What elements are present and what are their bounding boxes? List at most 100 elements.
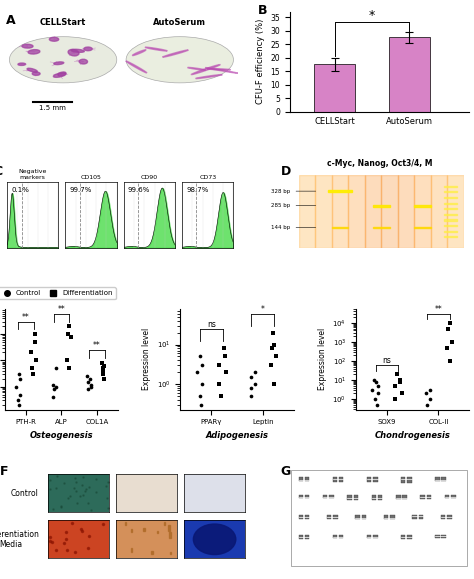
Text: 1.5 mm: 1.5 mm [39,105,66,111]
Point [14,395,22,405]
Bar [356,515,360,519]
Ellipse shape [126,61,147,73]
Bar [354,495,358,500]
Circle shape [126,36,234,83]
Point [50,384,57,394]
Point [268,344,276,353]
Point [86,374,93,383]
Bar [378,495,383,500]
Point [197,400,205,409]
Bar [373,536,378,538]
Point [271,380,278,389]
Point [87,380,94,389]
Point [28,364,36,373]
Point [31,338,39,347]
Ellipse shape [79,59,88,64]
Text: **: ** [57,305,65,314]
Point [99,369,106,379]
Text: **: ** [22,313,30,321]
Legend: Control, Differentiation: Control, Differentiation [0,288,116,299]
X-axis label: Osteogenesis: Osteogenesis [29,431,93,440]
Point [251,368,259,377]
Text: **: ** [93,342,100,350]
Point [391,394,399,404]
Bar [333,536,337,538]
Text: **: ** [435,305,442,314]
Bar [407,536,412,538]
Bar [339,477,344,482]
Point [218,391,225,401]
Point [12,382,19,391]
Bar [367,477,371,482]
Text: ns: ns [207,320,216,329]
Bar [314,64,355,112]
Bar [389,38,430,112]
Point [370,375,378,384]
Point [193,368,201,377]
Point [247,383,255,393]
Point [222,368,230,377]
Bar [362,515,366,519]
Point [197,352,204,361]
Point [27,348,35,357]
Bar [299,536,303,538]
Point [65,364,73,373]
Bar [390,515,395,519]
Bar [305,495,310,499]
Text: B: B [257,3,267,17]
Point [247,373,255,382]
Bar [333,515,338,519]
Circle shape [9,36,117,83]
Bar [445,495,449,499]
Point [398,389,406,398]
Point [66,321,73,331]
Bar [441,536,446,538]
Bar [339,536,344,538]
Ellipse shape [196,75,222,79]
Point [426,394,434,404]
Bar [299,515,303,519]
Point [67,332,74,341]
Bar [412,515,417,519]
Bar [447,515,452,519]
Point [31,329,39,339]
Ellipse shape [54,62,64,65]
Point [87,382,94,391]
Bar [420,495,425,499]
FancyBboxPatch shape [292,470,467,566]
Ellipse shape [145,47,167,51]
Point [100,364,107,373]
Point [396,375,404,384]
Bar [372,495,376,500]
Y-axis label: Expression level: Expression level [318,328,327,390]
Ellipse shape [84,47,92,51]
Text: C: C [0,166,2,178]
Ellipse shape [71,49,84,52]
Bar [305,477,310,481]
Bar [401,477,405,483]
Point [221,352,228,361]
Text: *: * [369,9,375,21]
Point [83,372,91,381]
Point [16,374,24,383]
Point [247,391,255,401]
Point [84,384,92,394]
Point [100,361,108,371]
Text: ns: ns [383,356,392,365]
Bar [427,495,431,499]
Text: *: * [261,305,264,314]
Ellipse shape [22,44,33,48]
Ellipse shape [68,49,79,56]
Point [372,378,380,387]
Ellipse shape [58,72,66,76]
Point [267,361,275,370]
Point [391,381,399,390]
Point [100,374,108,383]
Ellipse shape [132,50,146,56]
Bar [419,515,423,519]
Point [448,338,456,347]
Bar [407,477,412,483]
Point [427,386,434,395]
Ellipse shape [32,72,40,75]
Text: G: G [281,465,291,478]
